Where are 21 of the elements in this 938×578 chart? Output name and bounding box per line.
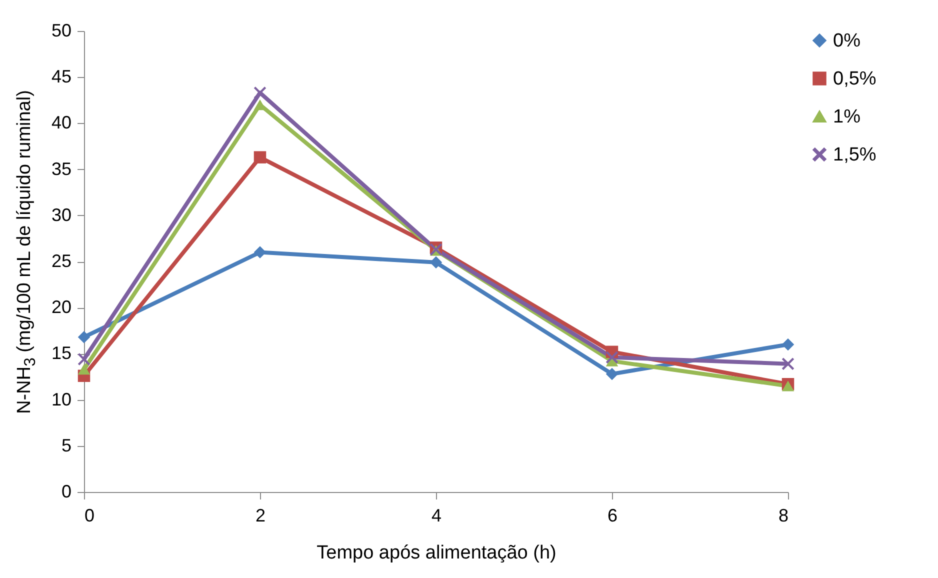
x-axis-title: Tempo após alimentação (h)	[316, 542, 556, 564]
y-tick-label: 50	[51, 20, 72, 40]
y-tick-label: 20	[51, 297, 72, 318]
legend-label: 0%	[833, 30, 861, 52]
y-tick-label: 40	[51, 112, 72, 133]
x-tick-label: 0	[84, 506, 95, 526]
y-tick-label: 25	[51, 251, 72, 271]
y-tick-label: 5	[61, 435, 72, 456]
y-tick-label: 35	[51, 158, 72, 179]
y-tick-label: 10	[51, 389, 72, 410]
legend-label: 1%	[833, 106, 861, 128]
x-tick-label: 2	[255, 506, 266, 526]
y-tick-label: 45	[51, 66, 72, 87]
y-tick-label: 30	[51, 204, 72, 225]
x-tick-label: 8	[778, 506, 788, 526]
x-tick-label: 6	[607, 506, 618, 526]
legend-label: 0,5%	[833, 68, 876, 90]
y-tick-label: 15	[51, 343, 72, 364]
x-tick-label: 4	[431, 506, 442, 526]
legend-label: 1,5%	[833, 144, 876, 166]
y-tick-label: 0	[61, 482, 72, 502]
